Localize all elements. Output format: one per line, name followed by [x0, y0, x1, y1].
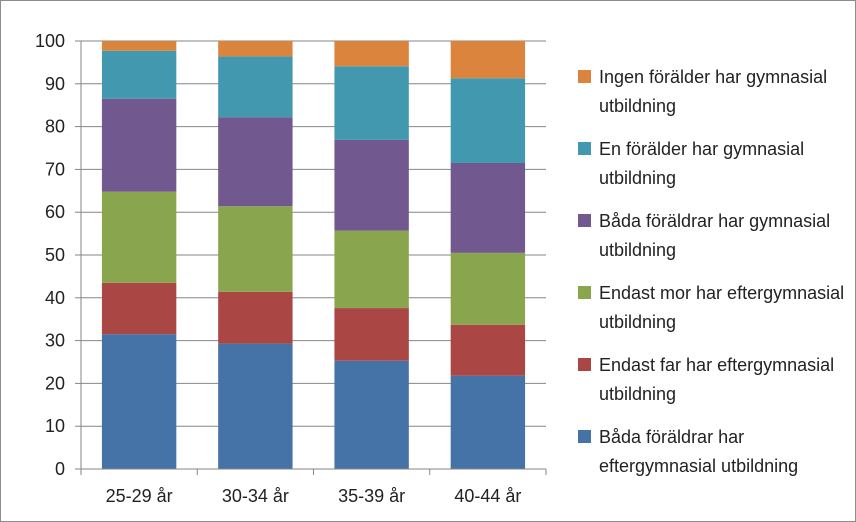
legend-swatch [578, 286, 591, 299]
bar-segment [101, 50, 177, 99]
y-tick-label: 0 [55, 459, 65, 479]
bar-segment [101, 98, 177, 192]
legend-swatch [578, 430, 591, 443]
x-tick-label: 40-44 år [454, 486, 521, 506]
bar-segment [101, 41, 177, 51]
y-tick-label: 90 [45, 74, 65, 94]
bar-segment [334, 139, 409, 231]
legend-item: Båda föräldrar har gymnasial utbildning [578, 207, 849, 265]
bar-segment [450, 162, 526, 253]
bar-segment [450, 41, 526, 79]
bar-segment [101, 282, 177, 335]
y-tick-label: 40 [45, 288, 65, 308]
bars [101, 41, 526, 469]
y-tick-label: 60 [45, 202, 65, 222]
legend-swatch [578, 358, 591, 371]
legend-swatch [578, 70, 591, 83]
bar-segment [334, 308, 409, 361]
y-tick-label: 70 [45, 159, 65, 179]
bar-segment [450, 252, 526, 325]
legend-item: Ingen förälder har gymnasial utbildning [578, 63, 849, 121]
bar-segment [218, 56, 293, 118]
x-tick-label: 25-29 år [106, 486, 173, 506]
legend-item: Endast mor har eftergymnasial utbildning [578, 279, 849, 337]
legend-swatch [578, 214, 591, 227]
bar-segment [218, 291, 293, 344]
bar-segment [101, 191, 177, 283]
y-tick-label: 20 [45, 373, 65, 393]
y-tick-label: 30 [45, 331, 65, 351]
y-tick-label: 50 [45, 245, 65, 265]
bar-segment [334, 360, 409, 469]
legend-label: En förälder har gymnasial utbildning [599, 139, 805, 188]
bar-segment [101, 334, 177, 469]
bar-segment [334, 41, 409, 67]
legend-swatch [578, 142, 591, 155]
x-tick-label: 35-39 år [338, 486, 405, 506]
bar-segment [334, 230, 409, 309]
x-tick-label: 30-34 år [222, 486, 289, 506]
bar-segment [218, 117, 293, 207]
legend-label: Ingen förälder har gymnasial utbildning [599, 67, 828, 116]
legend-label: Endast far har eftergymnasial utbildning [599, 355, 835, 404]
bar-segment [334, 66, 409, 140]
y-tick-label: 10 [45, 416, 65, 436]
bar-segment [450, 324, 526, 376]
legend-item: Endast far har eftergymnasial utbildning [578, 351, 849, 409]
legend-item: En förälder har gymnasial utbildning [578, 135, 849, 193]
y-tick-label: 80 [45, 117, 65, 137]
bar-segment [218, 343, 293, 469]
y-axis: 0 10 20 30 40 50 60 70 80 90 100 [35, 31, 82, 479]
legend-label: Endast mor har eftergymnasial utbildning [599, 283, 845, 332]
x-axis: 25-29 år 30-34 år 35-39 år 40-44 år [80, 468, 547, 506]
legend-item: Båda föräldrar har eftergymnasial utbild… [578, 423, 849, 481]
bar-segment [450, 78, 526, 163]
legend-label: Båda föräldrar har gymnasial utbildning [599, 211, 831, 260]
bar-segment [218, 206, 293, 292]
bar-segment [218, 41, 293, 57]
y-tick-label: 100 [35, 31, 65, 51]
legend-label: Båda föräldrar har eftergymnasial utbild… [599, 427, 799, 476]
bar-segment [450, 375, 526, 469]
